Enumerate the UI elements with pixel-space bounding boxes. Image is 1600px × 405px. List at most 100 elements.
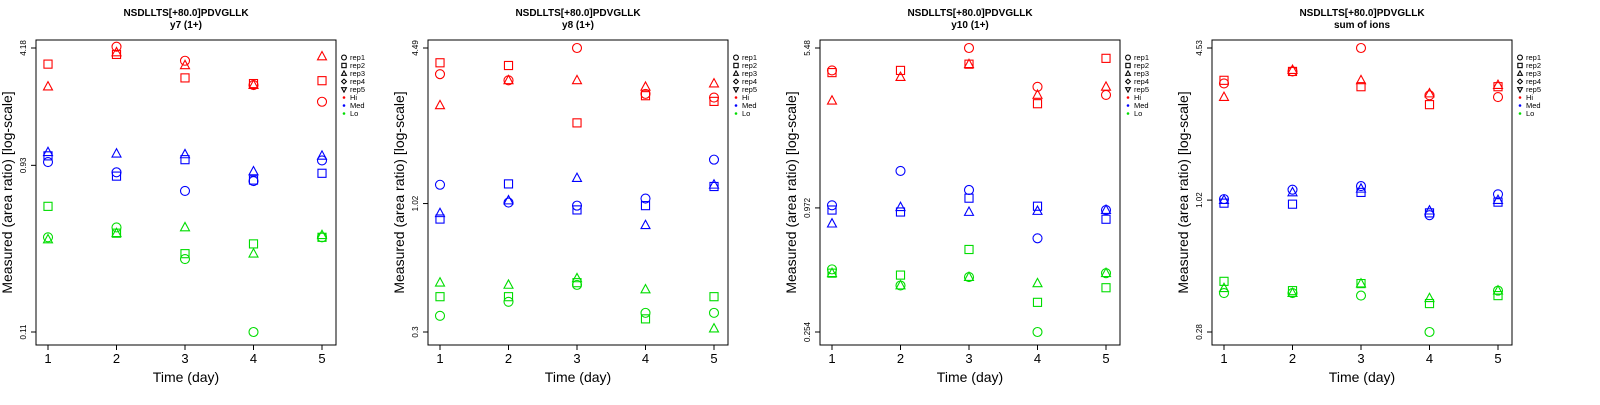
legend-marker-rep1 (1517, 54, 1523, 61)
data-point (571, 171, 583, 183)
data-point (571, 74, 583, 85)
legend-label-hi: Hi (1526, 93, 1533, 102)
data-point (1032, 297, 1043, 307)
series-lo (42, 201, 328, 338)
legend-label-lo: Lo (350, 109, 358, 118)
y-axis-label: Measured (area ratio) [log-scale] (391, 91, 407, 293)
legend-label-lo: Lo (1134, 109, 1142, 118)
y-tick-label: 1.02 (411, 195, 420, 211)
x-tick-label: 2 (1289, 351, 1296, 366)
data-point (964, 244, 974, 255)
x-tick-label: 4 (1034, 351, 1041, 366)
legend-marker-rep1 (341, 54, 347, 61)
legend-marker-rep3 (340, 69, 348, 76)
chart-title: NSDLLTS[+80.0]PDVGLLK (123, 8, 249, 19)
legend-marker-rep4 (340, 78, 348, 85)
data-point (640, 307, 651, 318)
data-point (826, 200, 838, 211)
data-point (895, 65, 906, 76)
data-point (180, 155, 190, 165)
data-point (434, 207, 446, 218)
data-point (708, 307, 720, 318)
legend-label-rep2: rep2 (350, 61, 365, 70)
data-point (709, 96, 719, 106)
data-point (1100, 89, 1112, 100)
data-point (963, 184, 975, 196)
legend-label-hi: Hi (742, 93, 749, 102)
legend-label-rep1: rep1 (1526, 53, 1541, 62)
data-point (316, 50, 328, 61)
data-point (434, 276, 446, 287)
data-point (248, 78, 259, 89)
x-tick-label: 4 (1426, 351, 1433, 366)
x-axis-label: Time (day) (153, 369, 219, 385)
legend-marker-rep2 (1517, 62, 1523, 69)
legend-marker-rep1 (1125, 54, 1131, 61)
x-tick-label: 4 (642, 351, 649, 366)
legend-label-rep3: rep3 (1526, 69, 1541, 78)
data-point (963, 270, 975, 282)
data-point (1424, 87, 1435, 98)
data-point (640, 91, 651, 101)
y-axis-label: Measured (area ratio) [log-scale] (1175, 91, 1191, 293)
data-point (1424, 90, 1435, 101)
data-point (1218, 282, 1230, 293)
data-point (826, 217, 838, 228)
data-point (503, 194, 514, 205)
data-point (1032, 99, 1043, 109)
data-point (826, 65, 838, 76)
data-point (43, 59, 53, 69)
legend-label-rep5: rep5 (742, 85, 757, 94)
data-point (1100, 267, 1112, 278)
x-tick-label: 1 (436, 351, 443, 366)
data-point (248, 165, 259, 176)
data-point (180, 249, 190, 259)
data-point (111, 227, 122, 238)
data-point (111, 171, 122, 181)
legend-label-hi: Hi (1134, 93, 1141, 102)
x-axis-label: Time (day) (937, 369, 1003, 385)
series-lo (826, 244, 1112, 338)
data-point (434, 69, 446, 80)
data-point (1287, 63, 1298, 74)
data-point (1032, 277, 1043, 288)
legend-label-rep5: rep5 (1134, 85, 1149, 94)
data-point (179, 59, 191, 70)
legend-marker-rep2 (1125, 62, 1131, 69)
data-point (895, 71, 906, 82)
data-point (1355, 290, 1367, 301)
data-point (503, 179, 514, 189)
data-point (1032, 201, 1043, 211)
data-point (572, 118, 582, 128)
y-tick-label: 4.49 (411, 40, 420, 56)
plot-frame (1211, 39, 1513, 346)
series-med (434, 154, 720, 230)
legend-label-rep1: rep1 (742, 53, 757, 62)
data-point (248, 175, 259, 185)
data-point (179, 221, 191, 232)
data-point (571, 42, 583, 54)
data-point (1424, 298, 1435, 309)
data-point (317, 76, 327, 86)
y-tick-label: 5.48 (803, 40, 812, 56)
data-point (1355, 42, 1367, 54)
x-tick-label: 5 (710, 351, 717, 366)
data-point (316, 232, 328, 243)
y-tick-label: 0.972 (803, 197, 812, 218)
series-hi (434, 42, 720, 128)
legend-marker-rep3 (1516, 69, 1524, 76)
data-point (1492, 78, 1504, 89)
data-point (503, 74, 514, 85)
chart-title: NSDLLTS[+80.0]PDVGLLK (515, 8, 641, 19)
data-point (1218, 78, 1230, 89)
data-point (434, 99, 446, 110)
data-point (1492, 189, 1504, 200)
data-point (179, 148, 191, 159)
legend-label-lo: Lo (1526, 109, 1534, 118)
